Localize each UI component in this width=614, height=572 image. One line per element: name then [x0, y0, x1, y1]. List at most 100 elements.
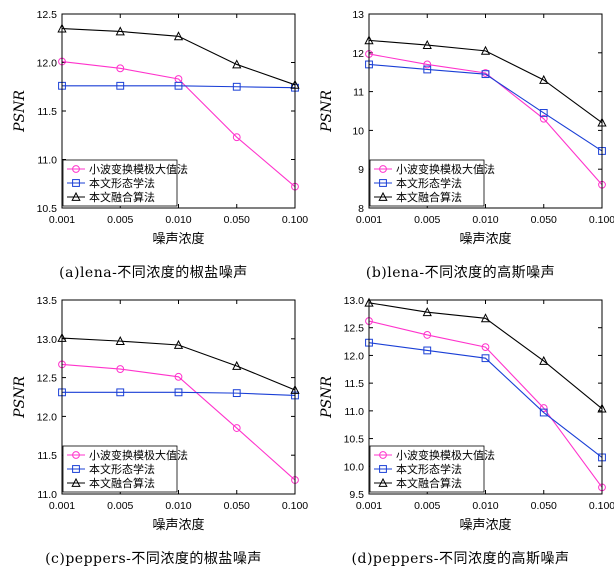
legend-marker — [72, 179, 80, 187]
x-tick-label: 0.100 — [589, 214, 614, 226]
series-line — [61, 337, 296, 391]
y-tick-label: 13.0 — [37, 334, 58, 346]
series-2 — [364, 35, 607, 127]
x-tick-label: 0.001 — [49, 500, 75, 512]
x-tick-label: 0.005 — [107, 214, 133, 226]
legend-entry: 小波变换模极大值法 — [89, 162, 188, 176]
legend-entry: 小波变换模极大值法 — [396, 448, 495, 462]
legend-marker — [379, 179, 387, 187]
legend-marker — [378, 477, 388, 487]
legend-entry: 本文融合算法 — [396, 476, 462, 490]
y-tick-label: 12.0 — [344, 350, 365, 362]
legend-marker — [72, 451, 80, 459]
legend-entry: 本文形态学法 — [89, 462, 155, 476]
series-2 — [57, 23, 300, 89]
x-tick-label: 0.100 — [282, 500, 308, 512]
series-1 — [58, 388, 299, 400]
data-point — [423, 65, 432, 74]
series-line — [368, 63, 603, 152]
legend-entry: 本文融合算法 — [396, 190, 462, 204]
data-point — [539, 114, 548, 123]
y-tick-label: 10.5 — [37, 203, 58, 215]
data-point — [232, 82, 241, 91]
x-tick-label: 0.010 — [165, 500, 191, 512]
plot-frame — [61, 13, 296, 209]
chart-panel-b: 8 9 10 11 12 13 0.001 0.005 0.010 0.050 0.100 PSNR 噪… — [307, 0, 614, 286]
x-tick-label: 0.005 — [414, 500, 440, 512]
y-tick-label: 8 — [358, 203, 364, 215]
data-point — [423, 331, 432, 339]
data-point — [539, 404, 548, 412]
y-tick-label: 9.5 — [349, 489, 364, 501]
series-1 — [365, 338, 606, 462]
y-tick-label: 11.0 — [37, 489, 57, 501]
data-point — [115, 26, 125, 36]
data-point — [232, 59, 242, 69]
series-line — [61, 28, 296, 86]
x-tick-label: 0.010 — [165, 214, 191, 226]
legend-marker — [71, 477, 81, 487]
chart-caption-b: (b)lena-不同浓度的高斯噪声 — [365, 265, 556, 281]
y-axis-label: PSNR — [319, 376, 335, 419]
x-tick-label: 0.010 — [472, 214, 498, 226]
plot-frame — [368, 299, 603, 495]
legend-marker — [378, 191, 388, 201]
data-point — [174, 388, 183, 397]
data-point — [422, 307, 432, 317]
data-point — [539, 74, 549, 84]
x-axis-label: 噪声浓度 — [152, 231, 204, 247]
x-tick-label: 0.050 — [531, 500, 557, 512]
series-line — [62, 85, 296, 89]
chart-caption-c: (c)peppers-不同浓度的椒盐噪声 — [45, 551, 262, 567]
chart-panel-a: 10.5 11.0 11.5 12.0 12.5 0.001 0.005 0.010 0.050… — [0, 0, 308, 286]
data-point — [422, 39, 432, 49]
x-tick-label: 0.010 — [472, 500, 498, 512]
y-tick-label: 12.5 — [37, 373, 58, 385]
chart-c: 11.0 11.5 12.0 12.5 13.0 13.5 0.001 0.005 0.010 0… — [12, 295, 308, 533]
y-tick-label: 10 — [352, 125, 364, 137]
x-tick-label: 0.050 — [531, 214, 557, 226]
data-point — [539, 408, 548, 417]
series-line — [368, 53, 603, 186]
legend-marker — [379, 165, 387, 173]
plot-frame — [368, 13, 603, 209]
data-point — [115, 336, 125, 346]
data-point — [232, 133, 241, 142]
y-tick-label: 13 — [352, 9, 364, 21]
chart-b: 8 9 10 11 12 13 0.001 0.005 0.010 0.050 0.100 PSNR 噪… — [319, 9, 614, 247]
series-2 — [364, 297, 607, 413]
y-axis-label: PSNR — [319, 90, 335, 133]
chart-a: 10.5 11.0 11.5 12.0 12.5 0.001 0.005 0.010 0.050… — [12, 9, 308, 247]
y-tick-label: 12.0 — [37, 58, 58, 70]
series-2 — [57, 332, 300, 394]
series-line — [368, 302, 603, 410]
y-tick-label: 11 — [353, 87, 364, 99]
x-tick-label: 0.100 — [589, 500, 614, 512]
chart-caption-d: (d)peppers-不同浓度的高斯噪声 — [351, 551, 570, 567]
legend-entry: 本文形态学法 — [89, 176, 155, 190]
data-point — [539, 355, 549, 365]
legend-marker — [72, 165, 80, 173]
y-tick-label: 9 — [358, 164, 364, 176]
legend-entry: 小波变换模极大值法 — [396, 162, 495, 176]
data-point — [232, 360, 242, 370]
series-line — [368, 39, 603, 124]
y-tick-label: 12 — [352, 48, 364, 60]
y-tick-label: 11.0 — [344, 406, 364, 418]
data-point — [116, 81, 125, 90]
legend-marker — [72, 465, 80, 473]
y-tick-label: 12.0 — [37, 411, 58, 423]
x-tick-label: 0.050 — [224, 214, 250, 226]
legend-marker — [379, 451, 387, 459]
data-point — [174, 81, 183, 90]
data-point — [116, 365, 125, 373]
x-tick-label: 0.001 — [356, 500, 382, 512]
data-point — [173, 339, 184, 349]
data-point — [539, 109, 548, 117]
data-point — [116, 64, 125, 73]
y-axis-label: PSNR — [12, 90, 28, 133]
legend-entry: 本文形态学法 — [396, 462, 462, 476]
